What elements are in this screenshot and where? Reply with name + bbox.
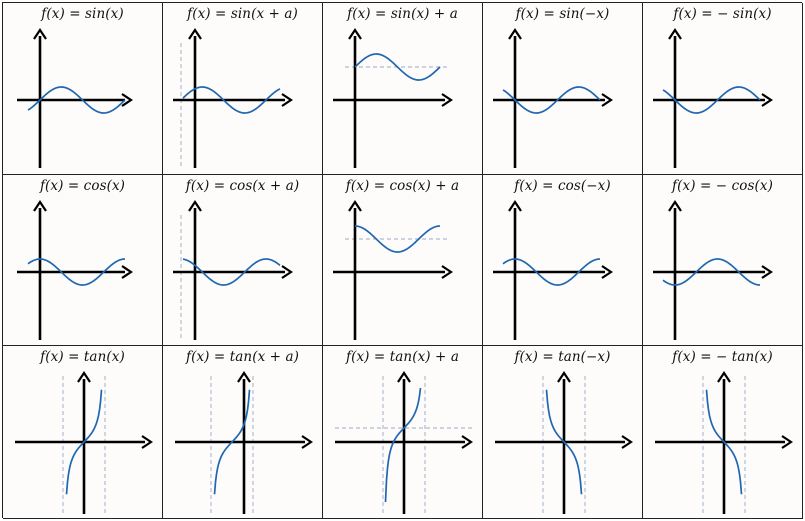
panel-label: f(x) = cos(x) <box>39 178 126 194</box>
graph-plot <box>17 200 133 340</box>
panel-label: f(x) = tan(x) + a <box>346 349 459 365</box>
panel-label: f(x) = tan(x) <box>40 349 125 365</box>
y-axis-arrow <box>33 200 47 212</box>
cos-curve <box>182 258 281 286</box>
panel-cos-hshift: f(x) = cos(x + a) <box>163 175 323 346</box>
x-axis-arrow <box>781 435 793 449</box>
x-axis-arrow <box>121 93 133 107</box>
y-axis-arrow <box>348 200 362 212</box>
y-axis-arrow <box>508 200 522 212</box>
y-axis-arrow <box>668 200 682 212</box>
panel-cos-yreflect: f(x) = − cos(x) <box>643 175 803 346</box>
panel-label: f(x) = sin(x + a) <box>187 6 298 22</box>
panel-cos-xreflect: f(x) = cos(−x) <box>483 175 643 346</box>
x-axis-arrow <box>441 265 453 279</box>
y-axis-arrow <box>188 28 202 40</box>
panel-label: f(x) = cos(x) + a <box>345 178 460 194</box>
y-axis-arrow <box>557 371 571 383</box>
sin-curve <box>27 86 126 114</box>
cos-curve <box>662 258 761 286</box>
x-axis-arrow <box>141 435 153 449</box>
graph-plot <box>335 371 473 514</box>
y-axis-arrow <box>397 371 411 383</box>
x-axis-arrow <box>441 93 453 107</box>
panel-cos-vshift: f(x) = cos(x) + a <box>323 175 483 346</box>
graph-plot <box>175 371 313 514</box>
panel-sin-base: f(x) = sin(x) <box>3 3 163 175</box>
x-axis-arrow <box>761 93 773 107</box>
panel-label: f(x) = sin(x) + a <box>347 6 458 22</box>
panel-sin-xreflect: f(x) = sin(−x) <box>483 3 643 175</box>
y-axis-arrow <box>33 28 47 40</box>
y-axis-arrow <box>188 200 202 212</box>
graph-plot <box>333 28 453 168</box>
panel-tan-base: f(x) = tan(x) <box>3 346 163 519</box>
panel-label: f(x) = tan(x + a) <box>186 349 299 365</box>
tan-curve <box>213 389 251 495</box>
panel-sin-vshift: f(x) = sin(x) + a <box>323 3 483 175</box>
graph-plot <box>173 28 293 168</box>
panel-label: f(x) = sin(−x) <box>515 6 610 22</box>
graph-plot <box>655 371 793 514</box>
cos-curve <box>502 258 601 286</box>
sin-curve <box>662 86 761 114</box>
panel-tan-yreflect: f(x) = − tan(x) <box>643 346 803 519</box>
graph-plot <box>493 200 613 340</box>
y-axis-arrow <box>717 371 731 383</box>
graph-plot <box>333 200 453 340</box>
panel-label: f(x) = tan(−x) <box>514 349 611 365</box>
x-axis-arrow <box>281 93 293 107</box>
panel-cos-base: f(x) = cos(x) <box>3 175 163 346</box>
sin-curve <box>182 86 281 114</box>
graph-plot <box>495 371 633 514</box>
y-axis-arrow <box>237 371 251 383</box>
x-axis-arrow <box>301 435 313 449</box>
panel-label: f(x) = cos(x + a) <box>185 178 300 194</box>
tan-curve <box>545 389 583 495</box>
graph-plot <box>653 200 773 340</box>
tan-curve <box>65 389 103 495</box>
x-axis-arrow <box>621 435 633 449</box>
panel-sin-hshift: f(x) = sin(x + a) <box>163 3 323 175</box>
x-axis-arrow <box>121 265 133 279</box>
cos-curve <box>27 258 126 286</box>
tan-curve <box>705 389 743 495</box>
panel-label: f(x) = cos(−x) <box>514 178 611 194</box>
panel-label: f(x) = sin(x) <box>41 6 124 22</box>
sin-curve <box>354 53 441 81</box>
y-axis-arrow <box>77 371 91 383</box>
panel-tan-xreflect: f(x) = tan(−x) <box>483 346 643 519</box>
panel-sin-yreflect: f(x) = − sin(x) <box>643 3 803 175</box>
graph-plot <box>17 28 133 168</box>
graph-plot <box>15 371 153 514</box>
x-axis-arrow <box>601 265 613 279</box>
panel-label: f(x) = − sin(x) <box>673 6 772 22</box>
y-axis-arrow <box>508 28 522 40</box>
panel-tan-hshift: f(x) = tan(x + a) <box>163 346 323 519</box>
y-axis-arrow <box>668 28 682 40</box>
panel-label: f(x) = − cos(x) <box>672 178 773 194</box>
x-axis-arrow <box>601 93 613 107</box>
graph-plot <box>653 28 773 168</box>
graph-plot <box>173 200 293 340</box>
x-axis-arrow <box>761 265 773 279</box>
graph-plot <box>493 28 613 168</box>
x-axis-arrow <box>281 265 293 279</box>
y-axis-arrow <box>348 28 362 40</box>
panel-tan-vshift: f(x) = tan(x) + a <box>323 346 483 519</box>
sin-curve <box>502 86 601 114</box>
cos-curve <box>354 225 441 253</box>
tan-curve <box>384 387 422 503</box>
panel-label: f(x) = − tan(x) <box>672 349 773 365</box>
x-axis-arrow <box>461 435 473 449</box>
